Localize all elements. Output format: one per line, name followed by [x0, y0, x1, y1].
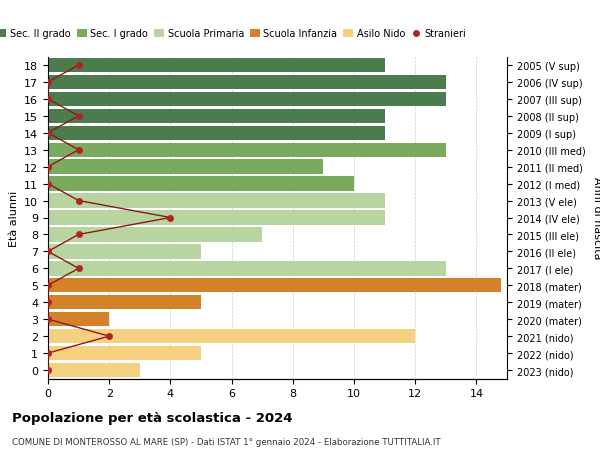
Bar	[48, 245, 201, 259]
Bar	[48, 312, 109, 327]
Bar	[48, 194, 385, 208]
Bar	[48, 279, 501, 293]
Bar	[48, 109, 385, 124]
Text: COMUNE DI MONTEROSSO AL MARE (SP) - Dati ISTAT 1° gennaio 2024 - Elaborazione TU: COMUNE DI MONTEROSSO AL MARE (SP) - Dati…	[12, 437, 440, 446]
Bar	[48, 296, 201, 310]
Bar	[48, 92, 446, 107]
Bar	[48, 59, 385, 73]
Text: Popolazione per età scolastica - 2024: Popolazione per età scolastica - 2024	[12, 411, 293, 424]
Bar	[48, 160, 323, 174]
Bar	[48, 177, 354, 191]
Bar	[48, 76, 446, 90]
Bar	[48, 143, 446, 157]
Bar	[48, 363, 140, 377]
Y-axis label: Età alunni: Età alunni	[8, 190, 19, 246]
Bar	[48, 211, 385, 225]
Y-axis label: Anni di nascita: Anni di nascita	[592, 177, 600, 259]
Bar	[48, 126, 385, 140]
Legend: Sec. II grado, Sec. I grado, Scuola Primaria, Scuola Infanzia, Asilo Nido, Stran: Sec. II grado, Sec. I grado, Scuola Prim…	[0, 25, 470, 43]
Bar	[48, 346, 201, 360]
Bar	[48, 228, 262, 242]
Bar	[48, 262, 446, 276]
Bar	[48, 329, 415, 344]
